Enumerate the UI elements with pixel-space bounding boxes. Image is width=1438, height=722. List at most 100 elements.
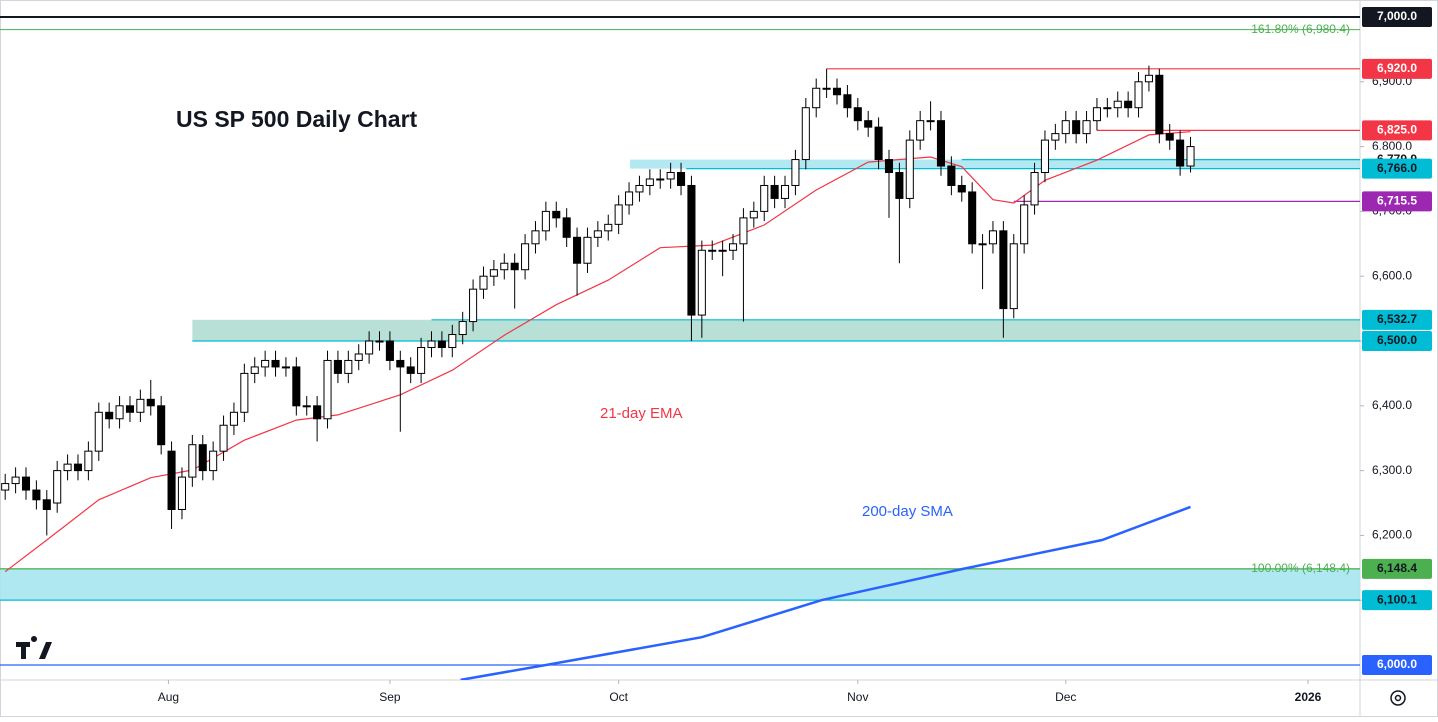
candle-body bbox=[469, 288, 478, 323]
candle-body bbox=[1103, 107, 1112, 110]
x-tick-label: Oct bbox=[609, 690, 628, 704]
level-label-box bbox=[1362, 331, 1432, 352]
candle-body bbox=[677, 172, 686, 186]
candle-body bbox=[791, 159, 800, 186]
candle-body bbox=[167, 450, 176, 510]
candle-body bbox=[365, 340, 374, 355]
level-label: 6,825.0 bbox=[1377, 123, 1417, 137]
candle-body bbox=[146, 398, 155, 407]
candle-body bbox=[853, 107, 862, 122]
candle-body bbox=[323, 359, 332, 420]
candle-body bbox=[1176, 139, 1185, 167]
candle-body bbox=[625, 191, 634, 206]
level-label-box bbox=[1362, 191, 1432, 212]
candle-body bbox=[1061, 120, 1070, 135]
candle-body bbox=[936, 120, 946, 167]
x-tick-label: Dec bbox=[1055, 690, 1076, 704]
candle-body bbox=[708, 249, 717, 252]
candle-body bbox=[801, 107, 810, 161]
x-tick-label: Nov bbox=[847, 690, 868, 704]
indicator-line bbox=[460, 505, 1191, 680]
candle-body bbox=[479, 275, 488, 290]
candle-body bbox=[136, 398, 145, 413]
candle-body bbox=[313, 405, 322, 420]
candle-body bbox=[500, 262, 509, 271]
candle-body bbox=[905, 139, 914, 199]
candle-body bbox=[125, 405, 135, 413]
candle-body bbox=[687, 184, 696, 316]
zone bbox=[0, 568, 1360, 601]
candle-body bbox=[219, 424, 228, 452]
series-annotation: 21-day EMA bbox=[600, 405, 683, 422]
candle-body bbox=[1092, 107, 1101, 122]
candle-body bbox=[604, 223, 613, 232]
candle-body bbox=[978, 243, 987, 246]
candle-body bbox=[760, 184, 769, 212]
candle-body bbox=[552, 210, 561, 219]
level-label: 6,148.4 bbox=[1377, 561, 1417, 575]
candle-body bbox=[645, 178, 654, 186]
zone bbox=[192, 319, 1360, 342]
level-label-box bbox=[1362, 58, 1432, 79]
candle-body bbox=[489, 269, 498, 277]
candle-body bbox=[240, 372, 249, 413]
candle-body bbox=[53, 470, 62, 504]
candle-body bbox=[1124, 100, 1133, 109]
candle-body bbox=[281, 366, 290, 369]
candle-body bbox=[302, 405, 311, 408]
candle-body bbox=[157, 405, 166, 446]
candle-body bbox=[864, 120, 873, 128]
candle-body bbox=[427, 340, 436, 348]
candle-body bbox=[385, 340, 394, 361]
level-label-box bbox=[1362, 6, 1432, 27]
y-tick-label: 6,200.0 bbox=[1372, 528, 1412, 542]
candle-body bbox=[32, 489, 41, 501]
level-label: 6,766.0 bbox=[1377, 161, 1417, 175]
candle-body bbox=[105, 411, 114, 420]
fib-label: 100.00% (6,148.4) bbox=[1251, 561, 1350, 575]
candle-body bbox=[375, 340, 384, 343]
candle-body bbox=[957, 184, 966, 193]
candle-body bbox=[832, 87, 842, 96]
level-label: 6,532.7 bbox=[1377, 312, 1417, 326]
candle-body bbox=[229, 411, 238, 426]
candle-body bbox=[718, 249, 727, 252]
x-tick-label: 2026 bbox=[1295, 690, 1322, 704]
candle-body bbox=[250, 366, 259, 374]
candle-body bbox=[822, 87, 831, 90]
candle-body bbox=[271, 359, 280, 368]
y-tick-label: 6,600.0 bbox=[1372, 268, 1412, 282]
x-tick-label: Sep bbox=[379, 690, 401, 704]
candle-body bbox=[21, 476, 31, 491]
candle-body bbox=[780, 184, 790, 199]
candle-body bbox=[666, 172, 675, 180]
y-tick-label: 6,400.0 bbox=[1372, 398, 1412, 412]
candle-body bbox=[417, 346, 426, 374]
candle-body bbox=[261, 359, 270, 368]
settings-icon[interactable] bbox=[1390, 690, 1406, 706]
candle-body bbox=[63, 463, 72, 472]
candle-body bbox=[656, 178, 665, 181]
level-label-box bbox=[1362, 655, 1432, 676]
candle-body bbox=[510, 262, 519, 271]
candle-body bbox=[916, 120, 925, 141]
level-label: 6,100.1 bbox=[1377, 592, 1417, 606]
candle-body bbox=[1082, 120, 1091, 135]
y-tick-label: 6,300.0 bbox=[1372, 463, 1412, 477]
candle-body bbox=[198, 444, 207, 472]
candle-body bbox=[874, 126, 883, 161]
candle-body bbox=[583, 236, 592, 264]
candle-body bbox=[895, 172, 904, 199]
level-label: 7,000.0 bbox=[1377, 9, 1417, 23]
plot-area: 161.80% (6,980.4) 100.00% (6,148.4) bbox=[0, 15, 1360, 680]
candle-body bbox=[1186, 146, 1195, 167]
candle-body bbox=[94, 411, 103, 452]
series-annotation: 200-day SMA bbox=[862, 503, 953, 520]
candle-body bbox=[614, 204, 623, 225]
candle-body bbox=[1072, 120, 1081, 135]
candle-body bbox=[115, 405, 124, 420]
level-label: 6,500.0 bbox=[1377, 333, 1417, 347]
y-tick-label: 6,800.0 bbox=[1372, 139, 1412, 153]
candle-body bbox=[188, 444, 197, 478]
